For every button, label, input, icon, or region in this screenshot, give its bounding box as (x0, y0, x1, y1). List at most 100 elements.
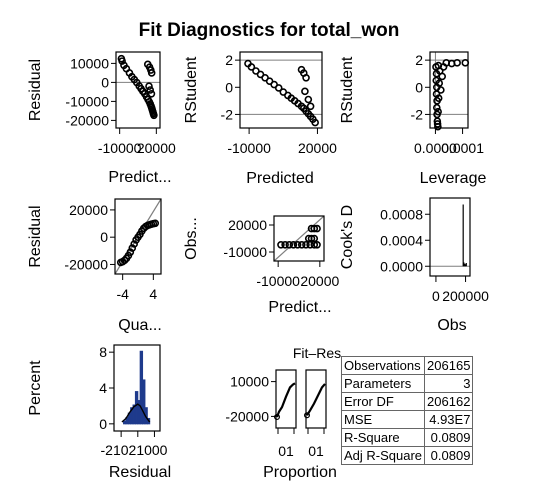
data-point (301, 87, 309, 96)
fit-statistic-value: 4.93E7 (424, 410, 474, 429)
data-point (313, 224, 321, 233)
x-axis-label: Proportion (263, 464, 337, 481)
data-point (453, 59, 461, 67)
page-title: Fit Diagnostics for total_won (138, 20, 400, 41)
y-tick-label: 20000 (228, 217, 267, 233)
data-point (147, 69, 156, 77)
y-tick-label: 0.0008 (380, 206, 423, 222)
fit-statistic-row: Observations 206165 (340, 356, 474, 375)
y-axis-label: Percent (27, 360, 44, 416)
data-point (297, 241, 306, 249)
fit-statistic-label: Adj R-Square (340, 446, 426, 465)
data-point (274, 84, 283, 92)
fit-statistic-row: R-Square 0.0809 (340, 428, 474, 447)
fit-statistic-value: 206165 (424, 356, 474, 375)
fit-statistic-label: Observations (340, 356, 426, 375)
y-axis-label: Residual (27, 59, 44, 121)
y-axis-label: Cook's D (339, 205, 356, 269)
data-point (146, 86, 155, 94)
data-point (126, 248, 135, 256)
y-tick-label: 0 (100, 229, 108, 245)
plot-frame (114, 198, 162, 275)
diagonal-reference-line (273, 215, 325, 262)
x-tick-label: -10000 (98, 140, 142, 156)
y-tick-label: 0 (101, 74, 109, 90)
data-point (130, 240, 138, 248)
plot-frame (429, 51, 469, 129)
x-axis-label: Predict... (108, 169, 171, 186)
x-tick-label: 4 (149, 286, 157, 302)
plot-frame (115, 51, 161, 129)
data-point (118, 57, 126, 65)
density-curve (121, 403, 151, 423)
fit-statistic-value: 3 (424, 374, 474, 393)
x-tick-label: 20000 (137, 140, 176, 156)
data-point (433, 120, 442, 128)
data-point (304, 95, 313, 104)
y-tick-label: -10000 (65, 93, 109, 109)
data-point (145, 82, 153, 90)
y-axis-label: RStudent (339, 56, 356, 123)
data-point (307, 234, 316, 243)
y-tick-label: 0 (415, 79, 423, 95)
plot-frame (273, 215, 325, 262)
x-tick-label: -4 (116, 286, 129, 302)
spread-point (304, 412, 311, 419)
spread-frame-res (305, 369, 327, 429)
fit-statistic-value: 206162 (424, 392, 474, 411)
fit-statistics-table: Observations 206165 Parameters 3 Error DF 206… (340, 356, 474, 465)
y-tick-label: -2 (221, 106, 234, 122)
x-tick-label: 01 (278, 443, 294, 459)
x-axis-label: Leverage (420, 170, 487, 187)
y-tick-label: 0.0000 (380, 258, 423, 274)
x-axis-label: Residual (109, 464, 171, 481)
data-point (302, 73, 310, 82)
fit-statistics-body: Observations 206165 Parameters 3 Error DF 206… (340, 356, 474, 465)
y-tick-label: 0.0004 (380, 232, 423, 248)
x-tick-label: 20000 (300, 273, 339, 289)
data-point (150, 111, 158, 120)
fit-statistic-label: R-Square (340, 428, 426, 447)
x-tick-label: 200000 (442, 288, 489, 304)
data-point (128, 244, 137, 252)
fit-statistic-value: 0.0809 (424, 446, 474, 465)
x-axis-label: Obs (437, 317, 466, 334)
y-axis-label: RStudent (183, 56, 200, 123)
x-tick-label: 0.0000 (414, 140, 457, 156)
data-point (310, 224, 319, 233)
data-point (434, 107, 442, 116)
x-tick-label: -10000 (256, 273, 300, 289)
x-axis-label: Predict... (268, 299, 331, 316)
y-tick-label: 10000 (70, 55, 109, 71)
fit-statistic-row: Adj R-Square 0.0809 (340, 446, 474, 465)
data-point (285, 241, 294, 249)
data-point (434, 122, 442, 131)
data-point (306, 102, 315, 111)
y-tick-label: -20000 (64, 256, 108, 272)
data-point (247, 63, 256, 71)
data-point (281, 241, 289, 249)
fit-statistic-label: MSE (340, 410, 426, 429)
x-tick-label: 20000 (298, 140, 337, 156)
y-tick-label: -20000 (225, 408, 269, 424)
plot-frame (239, 51, 323, 129)
data-point (437, 86, 445, 94)
y-tick-label: 20000 (69, 202, 108, 218)
data-point (435, 79, 444, 88)
x-tick-label: -21021000 (101, 442, 168, 458)
x-tick-label: 0.0001 (441, 140, 484, 156)
fit-statistic-label: Parameters (340, 374, 426, 393)
data-point (289, 241, 298, 249)
y-tick-label: 0 (99, 416, 107, 432)
x-axis-label: Predicted (246, 170, 314, 187)
spread-frame-fit (275, 369, 297, 429)
spread-curve-fit (275, 382, 296, 418)
data-point (311, 118, 319, 127)
data-point (313, 241, 321, 249)
fit-statistic-value: 0.0809 (424, 428, 474, 447)
fit-statistic-row: MSE 4.93E7 (340, 410, 474, 429)
spread-curve-res (306, 383, 326, 416)
data-point (293, 241, 302, 249)
